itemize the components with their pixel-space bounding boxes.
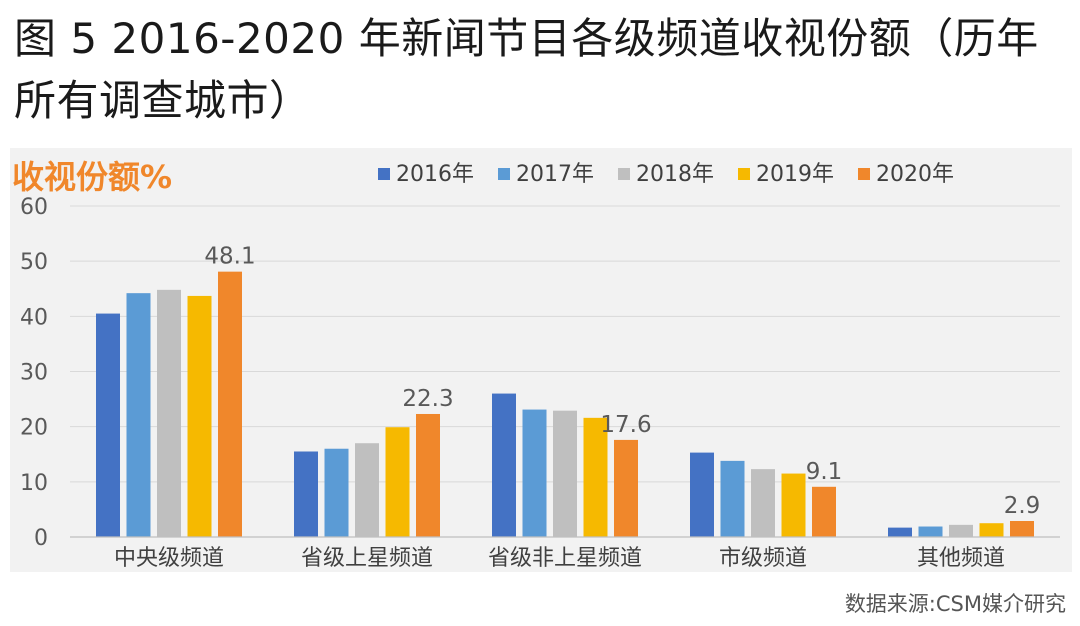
bar (553, 410, 577, 537)
bar (385, 427, 410, 537)
bar (324, 448, 349, 537)
legend-label: 2017年 (516, 162, 594, 187)
bar (126, 293, 151, 537)
bar (949, 524, 973, 537)
legend-label: 2020年 (876, 162, 954, 187)
legend-label: 2016年 (396, 162, 474, 187)
bar (96, 313, 120, 537)
legend-label: 2018年 (636, 162, 714, 187)
bar-chart: 收视份额% 0 10 20 30 40 50 60 2016年 2017年 2018年 2019年 20… (12, 158, 1060, 571)
x-tick-label: 省级上星频道 (301, 546, 433, 571)
bar (583, 417, 608, 537)
bar (1010, 521, 1034, 537)
legend-swatch (618, 168, 630, 180)
bar (812, 486, 836, 537)
data-label: 17.6 (600, 412, 651, 438)
y-tick-label: 60 (20, 195, 48, 220)
y-tick-label: 10 (20, 471, 48, 496)
y-tick-label: 0 (34, 526, 48, 551)
bar (888, 527, 912, 537)
data-label: 48.1 (204, 244, 255, 270)
bar (720, 460, 745, 537)
legend-label: 2019年 (756, 162, 834, 187)
bar (294, 451, 318, 537)
legend-swatch (378, 168, 390, 180)
x-tick-label: 中央级频道 (114, 546, 224, 571)
bar (690, 452, 714, 537)
x-tick-label: 其他频道 (917, 546, 1005, 571)
bar (187, 295, 212, 537)
bar (218, 271, 242, 537)
x-tick-label: 省级非上星频道 (488, 546, 642, 571)
bar (751, 469, 775, 537)
bar (522, 409, 547, 537)
legend-swatch (738, 168, 750, 180)
bar (355, 443, 379, 537)
y-tick-label: 30 (20, 361, 48, 386)
data-label: 22.3 (402, 386, 453, 412)
bar (416, 413, 440, 537)
data-label: 2.9 (1004, 493, 1041, 519)
legend-swatch (858, 168, 870, 180)
y-tick-label: 50 (20, 250, 48, 275)
bar (918, 526, 943, 537)
data-label: 9.1 (806, 459, 843, 485)
chart-panel: 收视份额% 0 10 20 30 40 50 60 2016年 2017年 2018年 2019年 20… (10, 148, 1072, 572)
bar (492, 393, 516, 537)
legend-swatch (498, 168, 510, 180)
bar (781, 473, 806, 537)
y-tick-label: 40 (20, 305, 48, 330)
data-source: 数据来源:CSM媒介研究 (844, 592, 1066, 616)
y-tick-label: 20 (20, 416, 48, 441)
bar (614, 439, 638, 537)
x-tick-label: 市级频道 (719, 546, 807, 571)
bar (157, 289, 181, 537)
y-axis-label: 收视份额% (12, 158, 172, 196)
bar (979, 523, 1004, 537)
figure-title: 图 5 2016-2020 年新闻节目各级频道收视份额（历年所有调查城市） (14, 14, 1039, 125)
